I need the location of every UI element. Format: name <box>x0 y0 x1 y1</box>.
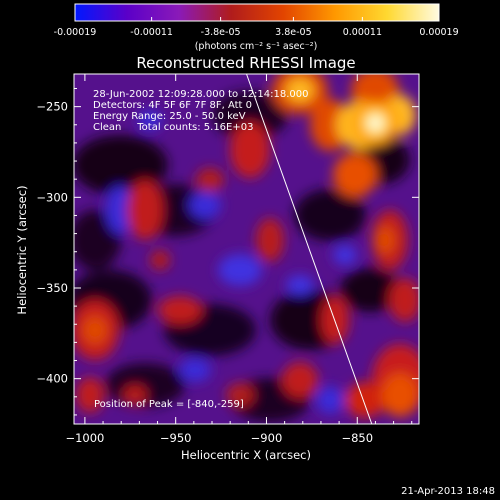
info-peak-position: Position of Peak = [-840,-259] <box>94 399 244 410</box>
solar-limb-line <box>246 73 373 425</box>
observation-info: 28-Jun-2002 12:09:28.000 to 12:14:18.000… <box>93 89 309 410</box>
intensity-blob <box>333 245 357 265</box>
intensity-blob <box>83 316 107 344</box>
x-tick-label: −900 <box>251 431 283 445</box>
x-axis-label: Heliocentric X (arcsec) <box>181 448 311 462</box>
y-tick-label: −300 <box>36 190 68 204</box>
info-energy-range: Energy Range: 25.0 - 50.0 keV <box>93 111 246 122</box>
y-tick-label: −250 <box>36 100 68 114</box>
colorbar-tick-label: 3.8e-05 <box>275 27 311 38</box>
intensity-blob <box>74 135 168 195</box>
intensity-blob <box>282 362 318 398</box>
intensity-map <box>74 74 419 422</box>
intensity-blob <box>286 275 314 295</box>
intensity-blob <box>106 186 134 234</box>
intensity-blob <box>76 377 104 413</box>
y-tick-label: −400 <box>36 372 68 386</box>
colorbar-ticks: -0.00019 -0.00011 -3.8e-05 3.8e-05 0.00011 0.… <box>54 17 459 38</box>
x-tick-label: −1000 <box>65 431 104 445</box>
axis-ticks: −1000 −950 −900 −850 −250 −300 −350 −400 <box>36 74 419 445</box>
intensity-blob <box>230 122 270 178</box>
image-plot: −1000 −950 −900 −850 −250 −300 −350 −400 <box>36 73 420 445</box>
intensity-blob <box>150 250 170 270</box>
intensity-blob <box>226 383 254 407</box>
intensity-blob <box>375 226 395 254</box>
intensity-blob <box>294 189 366 241</box>
x-tick-label: −850 <box>341 431 373 445</box>
intensity-blob <box>389 278 419 322</box>
colorbar-tick-label: 0.00019 <box>419 27 458 38</box>
intensity-blob <box>123 385 147 405</box>
intensity-blob <box>286 78 314 102</box>
intensity-blob <box>382 373 418 417</box>
peak-hotspot <box>367 114 384 131</box>
info-time-range: 28-Jun-2002 12:09:28.000 to 12:14:18.000 <box>93 89 309 100</box>
y-tick-label: −350 <box>36 281 68 295</box>
info-clean-counts: Clean Total counts: 5.16E+03 <box>93 122 253 133</box>
colorbar-tick-label: -0.00011 <box>130 27 173 38</box>
info-detectors: Detectors: 4F 5F 6F 7F 8F, Att 0 <box>93 100 252 111</box>
intensity-blob <box>138 110 162 130</box>
plot-frame <box>73 73 420 425</box>
colorbar <box>74 3 440 22</box>
footer-date: 21-Apr-2013 18:48 <box>401 486 495 497</box>
intensity-blob <box>196 168 224 192</box>
image-title: Reconstructed RHESSI Image <box>136 54 355 72</box>
y-axis-label: Heliocentric Y (arcsec) <box>15 185 29 314</box>
intensity-blob <box>256 218 284 262</box>
intensity-blob <box>316 386 344 414</box>
colorbar-tick-label: 0.00011 <box>343 27 382 38</box>
colorbar-units-label: (photons cm⁻² s⁻¹ asec⁻²) <box>195 41 318 52</box>
intensity-blob <box>127 180 163 240</box>
x-tick-label: −950 <box>160 431 192 445</box>
intensity-blob <box>189 191 221 219</box>
colorbar-tick-label: -3.8e-05 <box>201 27 241 38</box>
intensity-blob <box>212 91 288 139</box>
colorbar-tick-label: -0.00019 <box>54 27 97 38</box>
intensity-blob <box>218 254 262 286</box>
intensity-blob <box>179 358 211 382</box>
intensity-blob <box>333 153 377 197</box>
intensity-blob <box>340 268 400 312</box>
intensity-blob <box>345 382 385 418</box>
intensity-blob <box>158 296 202 324</box>
